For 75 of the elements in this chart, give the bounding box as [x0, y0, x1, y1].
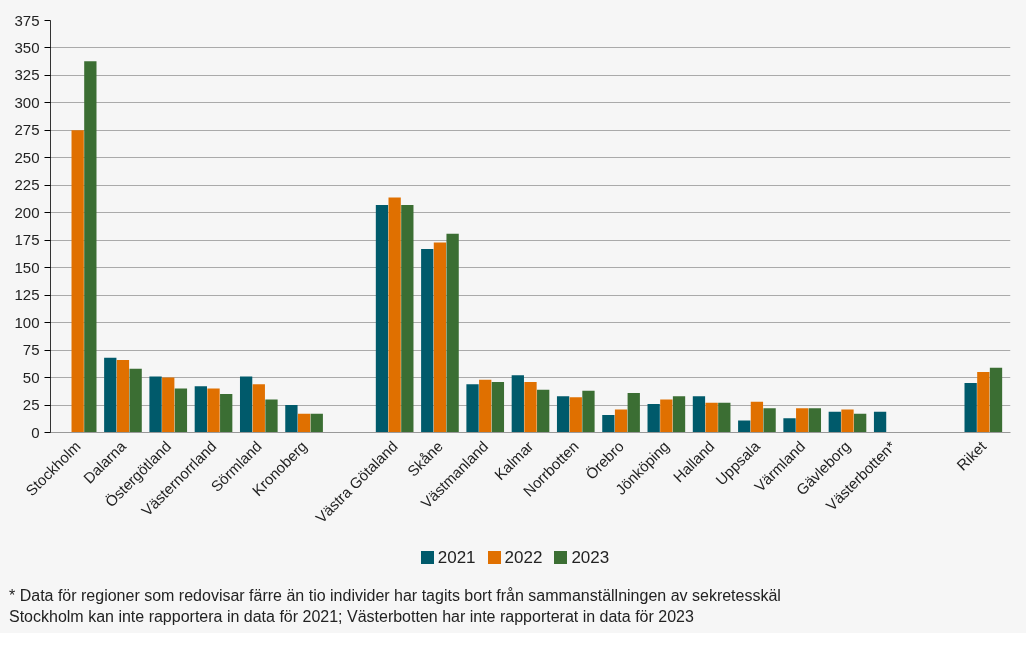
- bar: [569, 397, 582, 433]
- bar: [614, 409, 628, 433]
- y-tick-label: 125: [14, 286, 40, 304]
- bar: [796, 408, 809, 433]
- text: * Data för regioner som redovisar färre än tio individer har tagits bort från sammanställningen av sekretesskäl: [9, 587, 781, 605]
- bar: [537, 389, 550, 433]
- text: Stockholm kan inte rapportera in data för 2021; Västerbotten har inte rapporterat in data för 2023: [9, 608, 694, 626]
- legend-label: 2023: [570, 548, 610, 567]
- bar: [989, 367, 1003, 433]
- bar: [491, 381, 505, 433]
- bar: [194, 386, 207, 433]
- bar: [672, 396, 686, 433]
- bar: [750, 401, 764, 433]
- bar: [854, 413, 867, 433]
- bar: [808, 408, 822, 433]
- bar: [421, 249, 434, 433]
- bar: [174, 388, 188, 433]
- y-tick-label: 0: [31, 423, 40, 441]
- y-tick-label: 350: [14, 38, 40, 56]
- bar: [129, 368, 142, 433]
- bar: [375, 205, 389, 433]
- bar: [582, 390, 595, 433]
- bar: [718, 402, 731, 433]
- bar: [265, 399, 278, 433]
- bar: [285, 405, 298, 433]
- bar: [511, 375, 524, 433]
- bar: [692, 396, 706, 433]
- y-tick-label: 250: [14, 148, 40, 166]
- bar: [310, 413, 323, 433]
- y-tick-label: 100: [14, 313, 40, 331]
- bar: [433, 242, 447, 433]
- y-tick-label: 225: [14, 176, 40, 194]
- bar: [524, 381, 537, 433]
- bar: [828, 411, 841, 433]
- bar: [388, 197, 401, 433]
- y-tick-label: 50: [22, 368, 40, 386]
- bar: [783, 418, 796, 433]
- y-tick-label: 25: [22, 396, 40, 414]
- bar: [466, 384, 479, 433]
- bar: [738, 420, 751, 433]
- bar: [479, 379, 492, 433]
- bar: [647, 403, 660, 433]
- y-tick-label: 325: [14, 66, 40, 84]
- bar: [149, 376, 162, 433]
- y-tick-label: 75: [22, 341, 40, 359]
- bar: [964, 383, 977, 433]
- bar: [602, 414, 615, 433]
- bar: [841, 409, 854, 433]
- bar: [556, 396, 570, 433]
- bar: [71, 130, 84, 433]
- bar: [977, 372, 990, 433]
- bar: [220, 394, 233, 433]
- bar: [207, 388, 220, 433]
- bar: [162, 377, 175, 433]
- bar: [104, 357, 117, 433]
- legend-label: 2022: [503, 548, 543, 567]
- y-tick-label: 150: [14, 258, 40, 276]
- bar: [252, 384, 265, 433]
- bar: [239, 376, 253, 433]
- y-tick-label: 200: [14, 203, 40, 221]
- y-tick-label: 275: [14, 121, 40, 139]
- bar: [297, 413, 311, 433]
- bar: [627, 392, 640, 433]
- bar: [401, 205, 414, 433]
- bar: [116, 359, 130, 433]
- y-tick-label: 300: [14, 93, 40, 111]
- bar: [446, 233, 459, 433]
- bar: [84, 61, 97, 433]
- y-tick-label: 175: [14, 231, 40, 249]
- bar: [660, 399, 673, 433]
- y-tick-label: 375: [14, 11, 40, 29]
- legend-label: 2021: [436, 548, 476, 567]
- bar: [763, 408, 776, 433]
- bar: [705, 402, 718, 433]
- bar: [873, 411, 887, 433]
